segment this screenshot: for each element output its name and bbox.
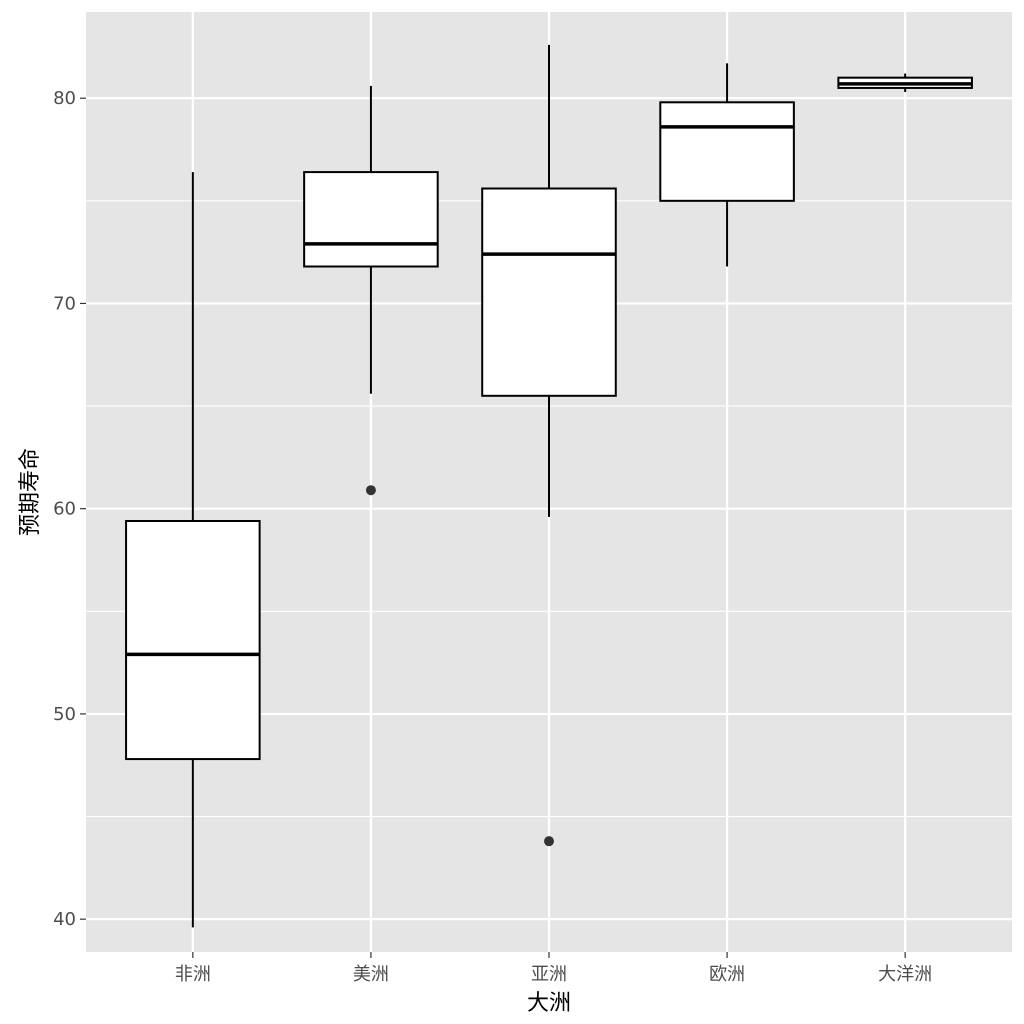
y-axis-title: 预期寿命 [18, 448, 43, 536]
y-axis: 40 50 60 70 80 [53, 88, 86, 930]
box-0 [125, 172, 261, 928]
box-series [125, 44, 973, 928]
y-tick-label: 70 [53, 293, 76, 314]
box-iqr [125, 519, 261, 761]
y-tick-label: 80 [53, 88, 76, 109]
box-iqr [659, 101, 795, 202]
y-tick-label: 60 [53, 499, 76, 520]
outlier-point [365, 485, 376, 496]
box-2 [481, 44, 617, 847]
box-iqr [303, 171, 439, 268]
box-4 [837, 73, 973, 93]
y-tick-label: 50 [53, 704, 76, 725]
x-tick-label: 非洲 [175, 964, 211, 985]
y-tick-label: 40 [53, 909, 76, 930]
x-tick-label: 大洋洲 [878, 964, 932, 985]
x-tick-label: 亚洲 [531, 964, 567, 985]
x-tick-label: 美洲 [353, 964, 389, 985]
box-3 [659, 63, 795, 267]
outlier-point [544, 836, 554, 847]
box-1 [303, 85, 439, 496]
box-iqr [481, 187, 617, 397]
x-axis: 非洲 美洲 亚洲 欧洲 大洋洲 [175, 952, 932, 985]
x-tick-label: 欧洲 [709, 964, 745, 985]
x-axis-title: 大洲 [527, 991, 571, 1016]
